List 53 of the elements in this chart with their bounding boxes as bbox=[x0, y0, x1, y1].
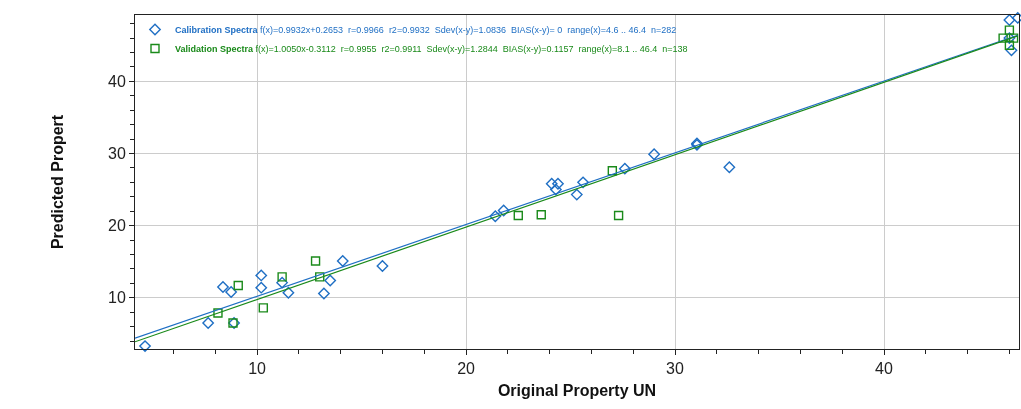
point bbox=[225, 286, 238, 298]
point bbox=[1003, 32, 1016, 44]
point bbox=[998, 33, 1008, 43]
x-axis-title: Original Property UN bbox=[497, 381, 657, 399]
point bbox=[318, 287, 330, 300]
point bbox=[233, 280, 243, 291]
annotation: f(x)=0.9932x+0.2653 r=0.9966 r2=0.9932 Sdev(x-y)=1.0836 BIAS(x-y)= 0 range(x)=4.6 .. 46.4 n=282 bbox=[260, 25, 677, 36]
y-tick-label: 30 bbox=[108, 145, 126, 163]
point bbox=[276, 276, 289, 289]
point bbox=[282, 286, 295, 299]
point bbox=[258, 303, 269, 313]
x-tick-label: 20 bbox=[457, 360, 476, 378]
point bbox=[376, 260, 389, 272]
point bbox=[139, 340, 151, 353]
y-axis-title: Predicted Propert bbox=[48, 114, 66, 250]
y-tick-label: 20 bbox=[108, 217, 126, 235]
point bbox=[277, 272, 287, 282]
x-tick-label: 40 bbox=[875, 360, 893, 378]
point bbox=[324, 274, 337, 287]
y-tick-label: 10 bbox=[108, 289, 126, 307]
annotation: f(x)=1.0050x-0.3112 r=0.9955 r2=0.9911 Sdev(x-y)=1.2844 BIAS(x-y)=0.1157 range(x)=8.1 .. 46.4 n=138 bbox=[255, 44, 688, 55]
point bbox=[536, 210, 546, 220]
point bbox=[1004, 40, 1015, 50]
point bbox=[489, 210, 502, 223]
point bbox=[1004, 25, 1015, 35]
point bbox=[255, 281, 268, 294]
point bbox=[607, 166, 618, 176]
point bbox=[213, 308, 223, 318]
point bbox=[255, 269, 268, 282]
point bbox=[1008, 33, 1019, 43]
point bbox=[549, 183, 562, 196]
point bbox=[336, 255, 349, 267]
point bbox=[513, 210, 523, 221]
point bbox=[315, 272, 325, 282]
point bbox=[552, 177, 564, 190]
point bbox=[1005, 44, 1018, 57]
point bbox=[545, 177, 558, 190]
point bbox=[217, 281, 229, 293]
point bbox=[202, 317, 215, 329]
legend-label: Calibration Spectra bbox=[175, 25, 259, 36]
point bbox=[577, 176, 589, 189]
point bbox=[613, 210, 624, 221]
x-tick-label: 10 bbox=[248, 360, 267, 378]
legend-label: Validation Spectra bbox=[175, 44, 255, 55]
point bbox=[723, 161, 736, 174]
point bbox=[1003, 14, 1016, 26]
x-tick-label: 30 bbox=[666, 360, 685, 378]
point bbox=[570, 188, 583, 201]
point bbox=[310, 256, 321, 266]
point bbox=[618, 162, 631, 175]
y-tick-label: 40 bbox=[108, 72, 126, 90]
point bbox=[497, 204, 510, 217]
point bbox=[648, 148, 661, 161]
